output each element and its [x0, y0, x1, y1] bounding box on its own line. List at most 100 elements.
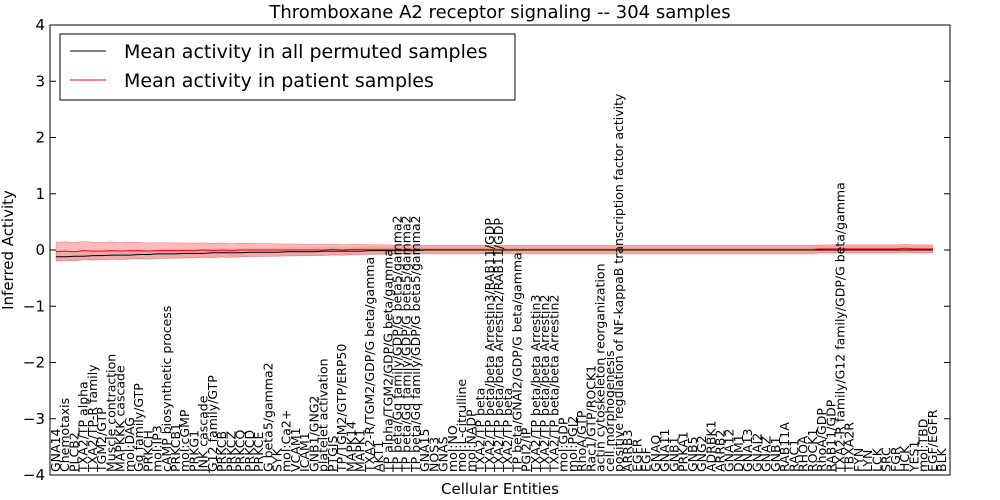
- x-tick-label: GNA11: [657, 429, 672, 473]
- x-tick-label: LCK: [869, 447, 884, 472]
- x-tick-label: TXA2-R family/G12 family/GDP/G beta/gamm…: [833, 182, 848, 473]
- x-tick-label: PRKCD: [242, 430, 257, 472]
- y-tick-label: 2: [35, 129, 45, 147]
- x-tick-label: RAB11A: [777, 422, 792, 472]
- series-lines: [55, 247, 933, 258]
- x-tick-label: TXA2/TP beta/beta Arrestin2/RAB11/GDP: [491, 218, 506, 473]
- x-tick-label: PRKCQ: [233, 430, 248, 472]
- x-tick-label: mol:cGMP: [177, 409, 192, 472]
- y-tick-label: −2: [23, 354, 45, 372]
- x-tick-label: TXA2-R/TGM2/GDP/G beta/gamma: [362, 257, 377, 473]
- y-axis-label: Inferred Activity: [0, 190, 17, 310]
- y-tick-label: −4: [23, 466, 45, 484]
- series-line-patient: [55, 247, 933, 253]
- x-tick-label: GNA14: [48, 428, 63, 472]
- chart-title: Thromboxane A2 receptor signaling -- 304…: [268, 2, 730, 23]
- y-ticks: −4 −3 −2 −1 0 1 2 3 4: [23, 16, 950, 484]
- y-tick-label: 4: [35, 16, 45, 34]
- x-tick-label: Rac1/GTP/ROCK1: [583, 365, 598, 472]
- x-tick-label: RHOA: [796, 435, 811, 472]
- x-tick-label: mol:PGI2: [565, 416, 580, 472]
- y-tick-label: 3: [35, 72, 45, 90]
- x-tick-label: SRC: [879, 447, 894, 472]
- x-tick-label: ICAM1: [297, 432, 312, 472]
- x-tick-label: G beta5/gamma2: [260, 362, 275, 472]
- x-tick-label: TP/TGM2/GTP/ERP50: [334, 344, 349, 473]
- x-tick-label: TP beta/Gq family/GDP/G beta5/gamma2: [408, 215, 423, 473]
- x-tick-label: cell morphogenesis: [602, 350, 617, 472]
- x-tick-label: PRKCB1: [168, 423, 183, 472]
- x-tick-label: TP beta/GNAI2/GDP/G beta/gamma: [510, 252, 525, 473]
- x-tick-label: GNAI2: [749, 433, 764, 472]
- y-tick-label: 0: [35, 241, 45, 259]
- x-tick-label: platelet activation: [316, 358, 331, 472]
- x-axis-label: Cellular Entities: [441, 480, 559, 498]
- x-tick-label: MAPK1: [353, 429, 368, 472]
- x-tick-label: RhoA/GTP: [574, 410, 589, 472]
- x-tick-label: GNAS: [436, 436, 451, 472]
- x-tick-label: TXA2/TP beta/beta Arrestin2: [537, 295, 552, 473]
- x-tick-label: ADRBK1: [703, 420, 718, 472]
- x-tick-label: FYN: [851, 448, 866, 472]
- legend-label-patient: Mean activity in patient samples: [124, 70, 434, 92]
- x-tick-label: RAB11/GDP: [823, 399, 838, 472]
- x-tick-label: GNB5: [685, 436, 700, 472]
- x-tick-label: MAPKKK cascade: [113, 365, 128, 472]
- x-tick-label: cAMP biosynthetic process: [159, 306, 174, 472]
- x-tick-label: GNA12: [722, 429, 737, 473]
- x-tick-label: PRKCB: [214, 431, 229, 472]
- x-tick-label: TXA2/TP beta/beta Arrestin3/RAB11/GDP: [482, 218, 497, 473]
- x-tick-label: BLK: [934, 447, 949, 472]
- y-tick-label: 1: [35, 185, 45, 203]
- x-tick-label: TP beta/Gq family/GDP/G beta5/gamma2: [399, 215, 414, 473]
- x-tick-label: positive regulation of NF-kappaB transcr…: [611, 93, 626, 472]
- x-tick-label: TXA2/TP beta: [473, 388, 488, 473]
- x-tick-label: ROCK1: [805, 429, 820, 472]
- x-tick-label: PGI2/IP: [519, 427, 534, 472]
- x-tick-label: TGM2/GTP: [94, 407, 109, 473]
- x-tick-label: ARRB3: [620, 430, 635, 472]
- x-tick-label: LYN: [860, 450, 875, 472]
- x-tick-label: RAC1: [786, 439, 801, 472]
- x-tick-label: ARRB2: [713, 430, 728, 472]
- x-tick-label: GNA13: [740, 429, 755, 473]
- x-tick-label: GNG2: [694, 435, 709, 472]
- x-tick-label: mol:L-citrulline: [454, 379, 469, 472]
- x-tick-label: DNM1: [731, 434, 746, 472]
- x-tick-label: PRKCE: [251, 432, 266, 472]
- x-tick-label: TXA2/TP alpha: [76, 381, 91, 473]
- series-line-permuted: [56, 249, 933, 258]
- plot-frame: [49, 24, 951, 476]
- x-tick-label: TP alpha/TGM2/GDP/G beta/gamma: [380, 249, 395, 473]
- x-tick-label: FGR: [888, 446, 903, 472]
- x-tick-label: PRKCH: [140, 430, 155, 472]
- x-tick-label: GNB1: [666, 436, 681, 472]
- x-tick-label: Gq family/GTP: [131, 383, 146, 472]
- x-tick-label: GNAZ: [759, 436, 774, 472]
- x-tick-label: TP beta/Gq family/GDP/G beta5/gamma2: [390, 215, 405, 473]
- y-tick-label: −3: [23, 410, 45, 428]
- x-tick-label: mol:Ca2+: [279, 410, 294, 472]
- y-tick-label: −1: [23, 297, 45, 315]
- x-tick-label: mol:DAG: [122, 417, 137, 472]
- x-tick-label: GNAQ: [648, 435, 663, 472]
- x-tick-label: YES1: [906, 441, 921, 473]
- x-tick-label: Muscle contraction: [103, 354, 118, 472]
- legend-label-permuted: Mean activity in all permuted samples: [124, 41, 487, 63]
- x-tick-label: Chemotaxis: [57, 398, 72, 472]
- x-tick-label: actin cytoskeleton reorganization: [593, 263, 608, 472]
- band-patient: [55, 241, 934, 262]
- x-tick-label: mol:NO: [445, 425, 460, 472]
- x-tick-label: PLCB2: [67, 432, 82, 472]
- x-tick-label: mol:GDP: [556, 417, 571, 472]
- x-tick-label: PTGIS: [325, 435, 340, 472]
- x-tick-label: PRKCZ: [223, 431, 238, 472]
- x-tick-label: EGFR: [629, 438, 644, 472]
- legend: Mean activity in all permuted samples Me…: [59, 33, 516, 101]
- x-tick-label: EGF: [639, 447, 654, 472]
- x-tick-label: PRKA1: [676, 431, 691, 472]
- x-tick-label: GNB1/GNG2: [306, 396, 321, 472]
- x-tick-label: TXA2/TP beta/beta Arrestin3: [528, 295, 543, 473]
